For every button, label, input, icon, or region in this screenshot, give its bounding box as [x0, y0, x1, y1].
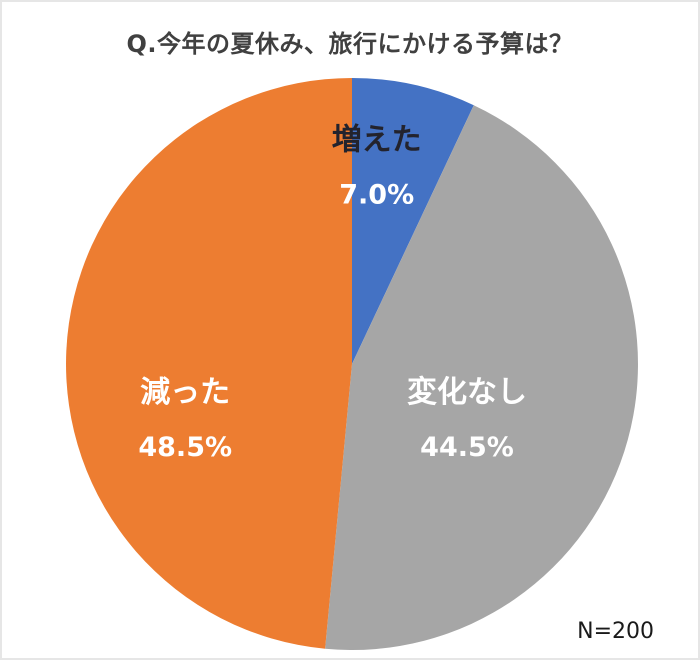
pie-slice-0 — [352, 78, 474, 364]
slice-label-value-2: 48.5% — [138, 432, 232, 463]
sample-size-label: N=200 — [577, 619, 654, 644]
slice-label-name-1: 変化なし — [407, 375, 527, 410]
pie-slice-1 — [325, 105, 638, 650]
slice-label-name-2: 減った — [140, 375, 230, 410]
slice-label-value-0: 7.0% — [339, 180, 414, 211]
chart-title: Q.今年の夏休み、旅行にかける予算は？ — [126, 30, 574, 58]
pie-slice-2 — [66, 78, 353, 649]
slice-label-name-0: 増えた — [332, 123, 422, 158]
slice-label-value-1: 44.5% — [420, 432, 514, 463]
